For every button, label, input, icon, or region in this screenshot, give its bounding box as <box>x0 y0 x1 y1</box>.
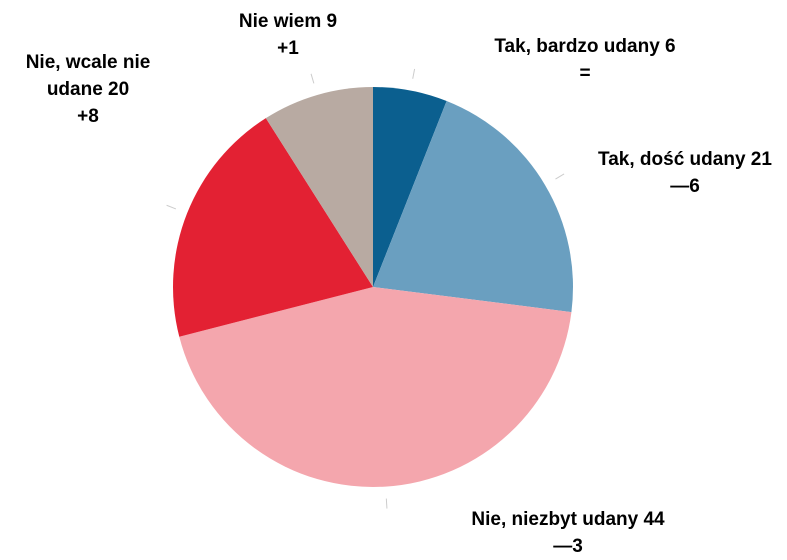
data-label: Nie, wcale nie udane 20 +8 <box>3 49 173 130</box>
label-text: Nie wiem <box>238 11 322 32</box>
chg: +1 <box>277 38 299 59</box>
label-text: Tak, dość udany <box>598 149 746 170</box>
pie-slice <box>265 87 373 287</box>
label-text: Tak, bardzo udany <box>494 36 660 57</box>
label-text: 21 <box>750 149 772 170</box>
chg: —6 <box>670 176 700 197</box>
leader-line <box>385 498 388 509</box>
pie-slice <box>373 87 447 287</box>
data-label: Tak, dość udany 21 —6 <box>595 146 775 200</box>
leader-line <box>310 73 315 84</box>
data-label: Nie wiem 9 +1 <box>188 8 388 62</box>
label-text: 9 <box>326 11 338 32</box>
pie-slice <box>173 118 373 337</box>
label-text: Nie, wcale nie udane <box>25 52 151 100</box>
label-text: 6 <box>665 36 676 57</box>
label-text: Nie, niezbyt udany <box>471 509 639 530</box>
chg: —3 <box>553 536 583 557</box>
pie-slice <box>373 101 573 313</box>
leader-line <box>166 204 177 210</box>
label-text: 44 <box>643 509 665 530</box>
label-text: 20 <box>108 79 130 100</box>
leader-line <box>412 68 416 79</box>
leader-line <box>555 173 565 180</box>
pie-slice <box>179 287 572 487</box>
data-label: Nie, niezbyt udany 44 —3 <box>418 506 718 560</box>
data-label: Tak, bardzo udany 6 = <box>455 33 715 87</box>
chg: = <box>579 63 591 84</box>
chg: +8 <box>77 106 99 127</box>
